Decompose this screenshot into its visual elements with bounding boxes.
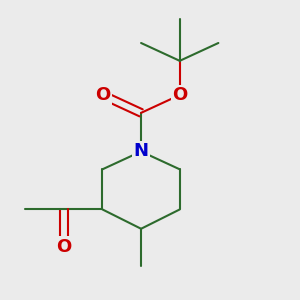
- Text: N: N: [134, 142, 148, 160]
- Text: O: O: [172, 86, 187, 104]
- Text: O: O: [56, 238, 71, 256]
- Text: O: O: [95, 86, 110, 104]
